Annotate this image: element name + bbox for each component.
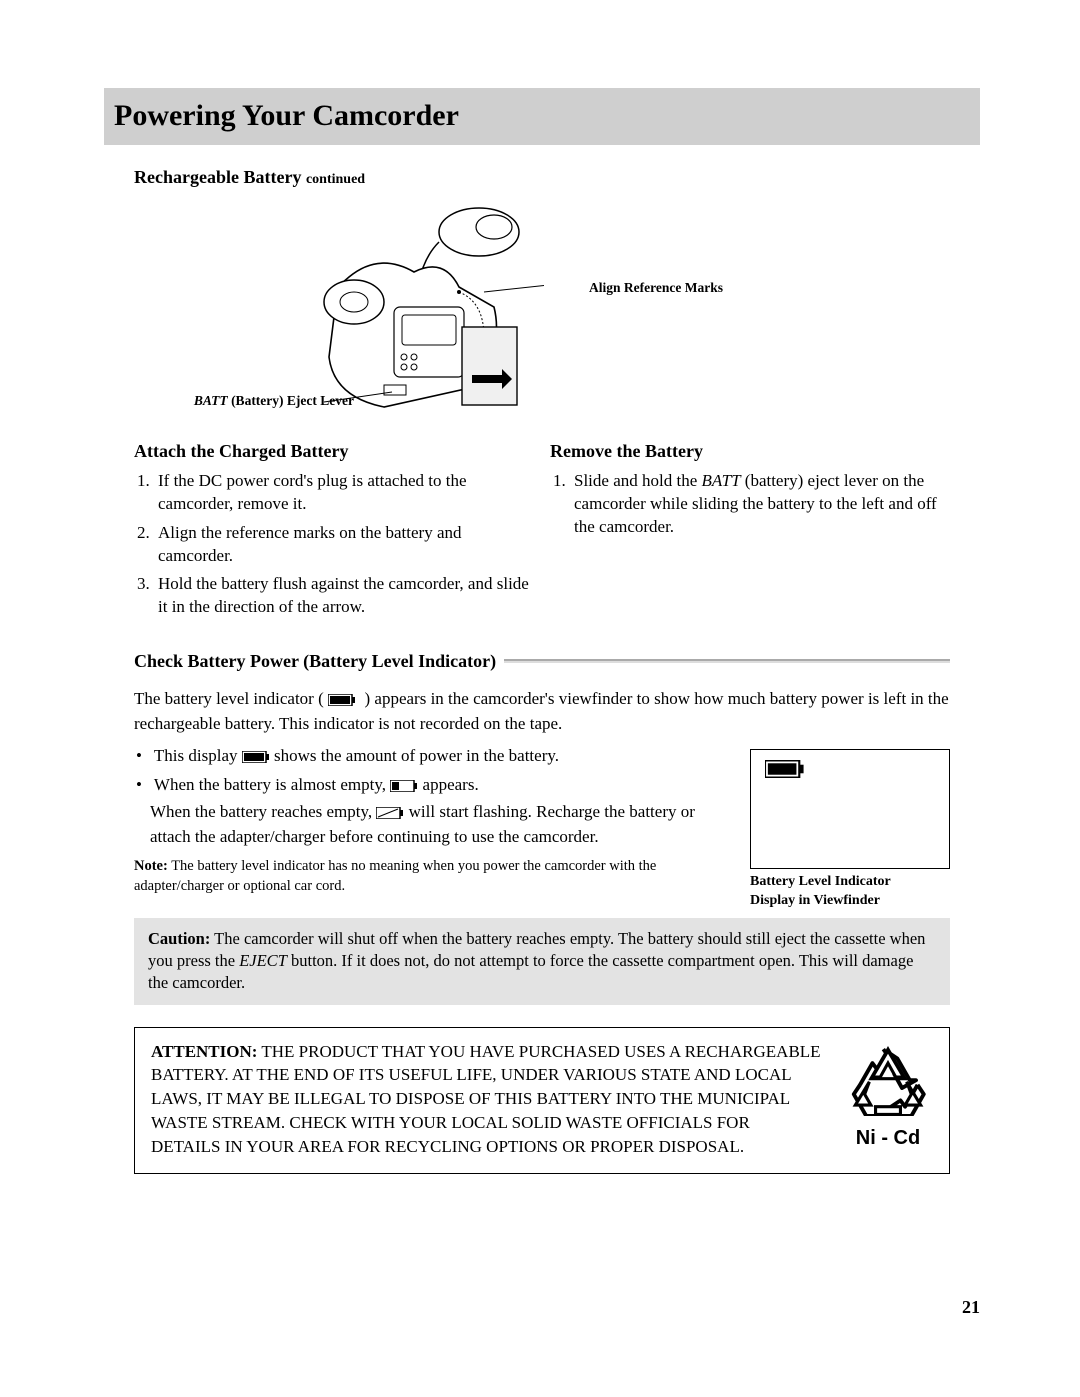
bullet-item: This display shows the amount of power i… (136, 745, 730, 770)
attach-column: Attach the Charged Battery If the DC pow… (134, 439, 534, 625)
bullet-item: When the battery is almost empty, appear… (136, 774, 730, 849)
check-heading-text: Check Battery Power (Battery Level Indic… (134, 649, 496, 673)
attach-step: Hold the battery flush against the camco… (154, 573, 534, 619)
battery-full-icon (242, 747, 270, 770)
subheading: Rechargeable Battery continued (134, 165, 980, 190)
section-title-bar: Powering Your Camcorder (104, 88, 980, 145)
viewfinder-caption: Battery Level Indicator Display in Viewf… (750, 873, 950, 909)
attach-steps: If the DC power cord's plug is attached … (134, 470, 534, 620)
battery-full-icon (765, 760, 805, 778)
recycle-icon (849, 1046, 927, 1116)
figure-label-eject: BATT (Battery) Eject Lever (184, 392, 354, 410)
subhead-main: Rechargeable Battery (134, 167, 301, 187)
instructions-columns: Attach the Charged Battery If the DC pow… (134, 439, 950, 625)
battery-low-icon (390, 776, 418, 799)
camcorder-illustration (284, 197, 544, 422)
recycle-label: Ni - Cd (843, 1125, 933, 1152)
battery-empty-icon (376, 803, 404, 826)
page-number: 21 (962, 1295, 980, 1319)
indicator-intro: The battery level indicator ( ) appears … (134, 688, 950, 736)
camcorder-figure: Align Reference Marks BATT (Battery) Eje… (134, 197, 950, 425)
figure-label-align: Align Reference Marks (589, 279, 723, 297)
remove-column: Remove the Battery Slide and hold the BA… (550, 439, 950, 625)
section-title: Powering Your Camcorder (114, 96, 966, 137)
indicator-details-row: This display shows the amount of power i… (134, 745, 950, 909)
subhead-continued: continued (306, 172, 365, 187)
viewfinder-display: Battery Level Indicator Display in Viewf… (750, 745, 950, 909)
bullet-subtext: When the battery reaches empty, will sta… (150, 801, 730, 849)
indicator-bullets: This display shows the amount of power i… (134, 745, 730, 896)
attach-step: Align the reference marks on the battery… (154, 522, 534, 568)
attach-heading: Attach the Charged Battery (134, 439, 534, 463)
attention-text: ATTENTION: THE PRODUCT THAT YOU HAVE PUR… (151, 1040, 823, 1159)
heading-rule (504, 659, 950, 663)
recycle-symbol: Ni - Cd (843, 1046, 933, 1152)
figure-label-eject-rest: (Battery) Eject Lever (228, 393, 354, 408)
check-battery-heading: Check Battery Power (Battery Level Indic… (134, 649, 950, 673)
battery-full-icon (328, 690, 356, 713)
remove-step: Slide and hold the BATT (battery) eject … (570, 470, 950, 539)
attention-box: ATTENTION: THE PRODUCT THAT YOU HAVE PUR… (134, 1027, 950, 1174)
viewfinder-box (750, 749, 950, 869)
remove-steps: Slide and hold the BATT (battery) eject … (550, 470, 950, 539)
attach-step: If the DC power cord's plug is attached … (154, 470, 534, 516)
caution-box: Caution: The camcorder will shut off whe… (134, 918, 950, 1005)
figure-label-eject-italic: BATT (194, 393, 228, 408)
indicator-note: Note: The battery level indicator has no… (134, 857, 730, 896)
remove-heading: Remove the Battery (550, 439, 950, 463)
